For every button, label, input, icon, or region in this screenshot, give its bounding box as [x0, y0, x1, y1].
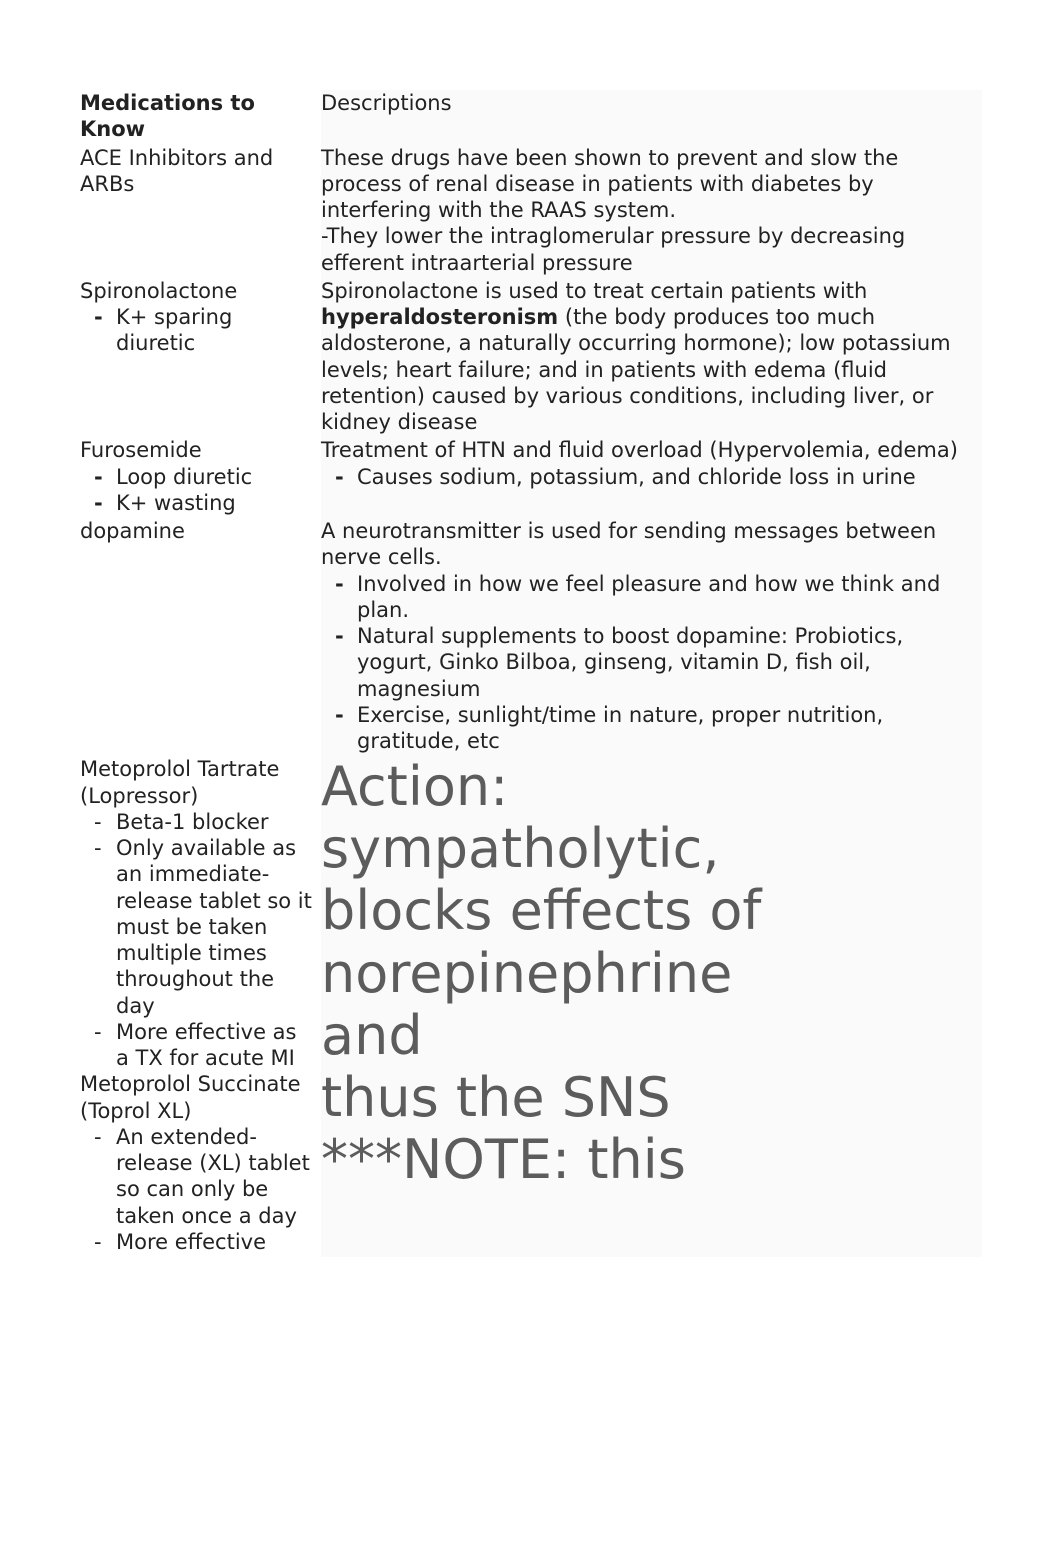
- header-right-cell: Descriptions: [321, 90, 982, 145]
- dopa-desc-bullet-1: Natural supplements to boost dopamine: P…: [357, 623, 976, 702]
- ace-name: ACE Inhibitors and ARBs: [80, 146, 273, 196]
- dopa-name: dopamine: [80, 519, 185, 543]
- big-line-5: thus the SNS: [321, 1067, 976, 1129]
- dopa-desc-cell: A neurotransmitter is used for sending m…: [321, 518, 982, 756]
- big-line-2: blocks effects of: [321, 880, 976, 942]
- furo-name: Furosemide: [80, 437, 315, 463]
- metop-tartrate-bullet-1: Only available as an immediate-release t…: [116, 835, 315, 1019]
- metop-succinate-bullet-0: An extended-release (XL) tablet so can o…: [116, 1124, 315, 1229]
- metop-right-cell: Action: sympatholytic, blocks effects of…: [321, 756, 982, 1257]
- metop-left-cell: Metoprolol Tartrate (Lopressor) Beta-1 b…: [80, 756, 321, 1257]
- dopa-desc-bullets: Involved in how we feel pleasure and how…: [321, 571, 976, 755]
- metop-big-text: Action: sympatholytic, blocks effects of…: [321, 756, 976, 1191]
- metop-tartrate-bullets: Beta-1 blocker Only available as an imme…: [80, 809, 315, 1072]
- spiro-desc-cell: Spironolactone is used to treat certain …: [321, 278, 982, 438]
- dopa-desc-bullet-0: Involved in how we feel pleasure and how…: [357, 571, 976, 624]
- spiro-bullets: K+ sparing diuretic: [80, 304, 315, 357]
- row-metoprolol: Metoprolol Tartrate (Lopressor) Beta-1 b…: [80, 756, 982, 1257]
- furo-bullet-0: Loop diuretic: [116, 464, 315, 490]
- furo-desc-bullet-0: Causes sodium, potassium, and chloride l…: [357, 464, 976, 490]
- big-line-3: norepinephrine: [321, 943, 976, 1005]
- row-dopa: dopamine A neurotransmitter is used for …: [80, 518, 982, 756]
- metop-succinate-bullets: An extended-release (XL) tablet so can o…: [80, 1124, 315, 1255]
- spiro-bullet-0: K+ sparing diuretic: [116, 304, 315, 357]
- big-line-6: ***NOTE: this: [321, 1129, 976, 1191]
- document-page: Medications to Know Descriptions ACE Inh…: [0, 0, 1062, 1297]
- dopa-desc-bullet-2: Exercise, sunlight/time in nature, prope…: [357, 702, 976, 755]
- metop-succinate-title: Metoprolol Succinate (Toprol XL): [80, 1071, 315, 1124]
- spiro-name: Spironolactone: [80, 278, 315, 304]
- spiro-desc-bold: hyperaldosteronism: [321, 305, 558, 329]
- furo-bullet-1: K+ wasting: [116, 490, 315, 516]
- big-line-0: Action:: [321, 756, 976, 818]
- big-line-1: sympatholytic,: [321, 818, 976, 880]
- row-spiro: Spironolactone K+ sparing diuretic Spiro…: [80, 278, 982, 438]
- spiro-desc-pre: Spironolactone is used to treat certain …: [321, 279, 867, 303]
- furo-desc-bullets: Causes sodium, potassium, and chloride l…: [321, 464, 976, 490]
- ace-desc-line-0: These drugs have been shown to prevent a…: [321, 145, 976, 224]
- metop-tartrate-bullet-0: Beta-1 blocker: [116, 809, 315, 835]
- header-left-cell: Medications to Know: [80, 90, 321, 145]
- metop-tartrate-bullet-2: More effective as a TX for acute MI: [116, 1019, 315, 1072]
- table-header-row: Medications to Know Descriptions: [80, 90, 982, 145]
- furo-desc-line: Treatment of HTN and fluid overload (Hyp…: [321, 437, 976, 463]
- dopa-desc-line: A neurotransmitter is used for sending m…: [321, 518, 976, 571]
- row-ace: ACE Inhibitors and ARBs These drugs have…: [80, 145, 982, 278]
- ace-desc-cell: These drugs have been shown to prevent a…: [321, 145, 982, 278]
- furo-name-cell: Furosemide Loop diuretic K+ wasting: [80, 437, 321, 518]
- ace-name-cell: ACE Inhibitors and ARBs: [80, 145, 321, 278]
- row-furo: Furosemide Loop diuretic K+ wasting Trea…: [80, 437, 982, 518]
- dopa-name-cell: dopamine: [80, 518, 321, 756]
- furo-desc-cell: Treatment of HTN and fluid overload (Hyp…: [321, 437, 982, 518]
- header-right: Descriptions: [321, 91, 452, 115]
- medications-table: Medications to Know Descriptions ACE Inh…: [80, 90, 982, 1257]
- header-left: Medications to Know: [80, 91, 255, 141]
- furo-bullets: Loop diuretic K+ wasting: [80, 464, 315, 517]
- metop-tartrate-title: Metoprolol Tartrate (Lopressor): [80, 756, 315, 809]
- metop-succinate-bullet-1: More effective: [116, 1229, 315, 1255]
- ace-desc-line-1: -They lower the intraglomerular pressure…: [321, 223, 976, 276]
- big-line-4: and: [321, 1005, 976, 1067]
- spiro-name-cell: Spironolactone K+ sparing diuretic: [80, 278, 321, 438]
